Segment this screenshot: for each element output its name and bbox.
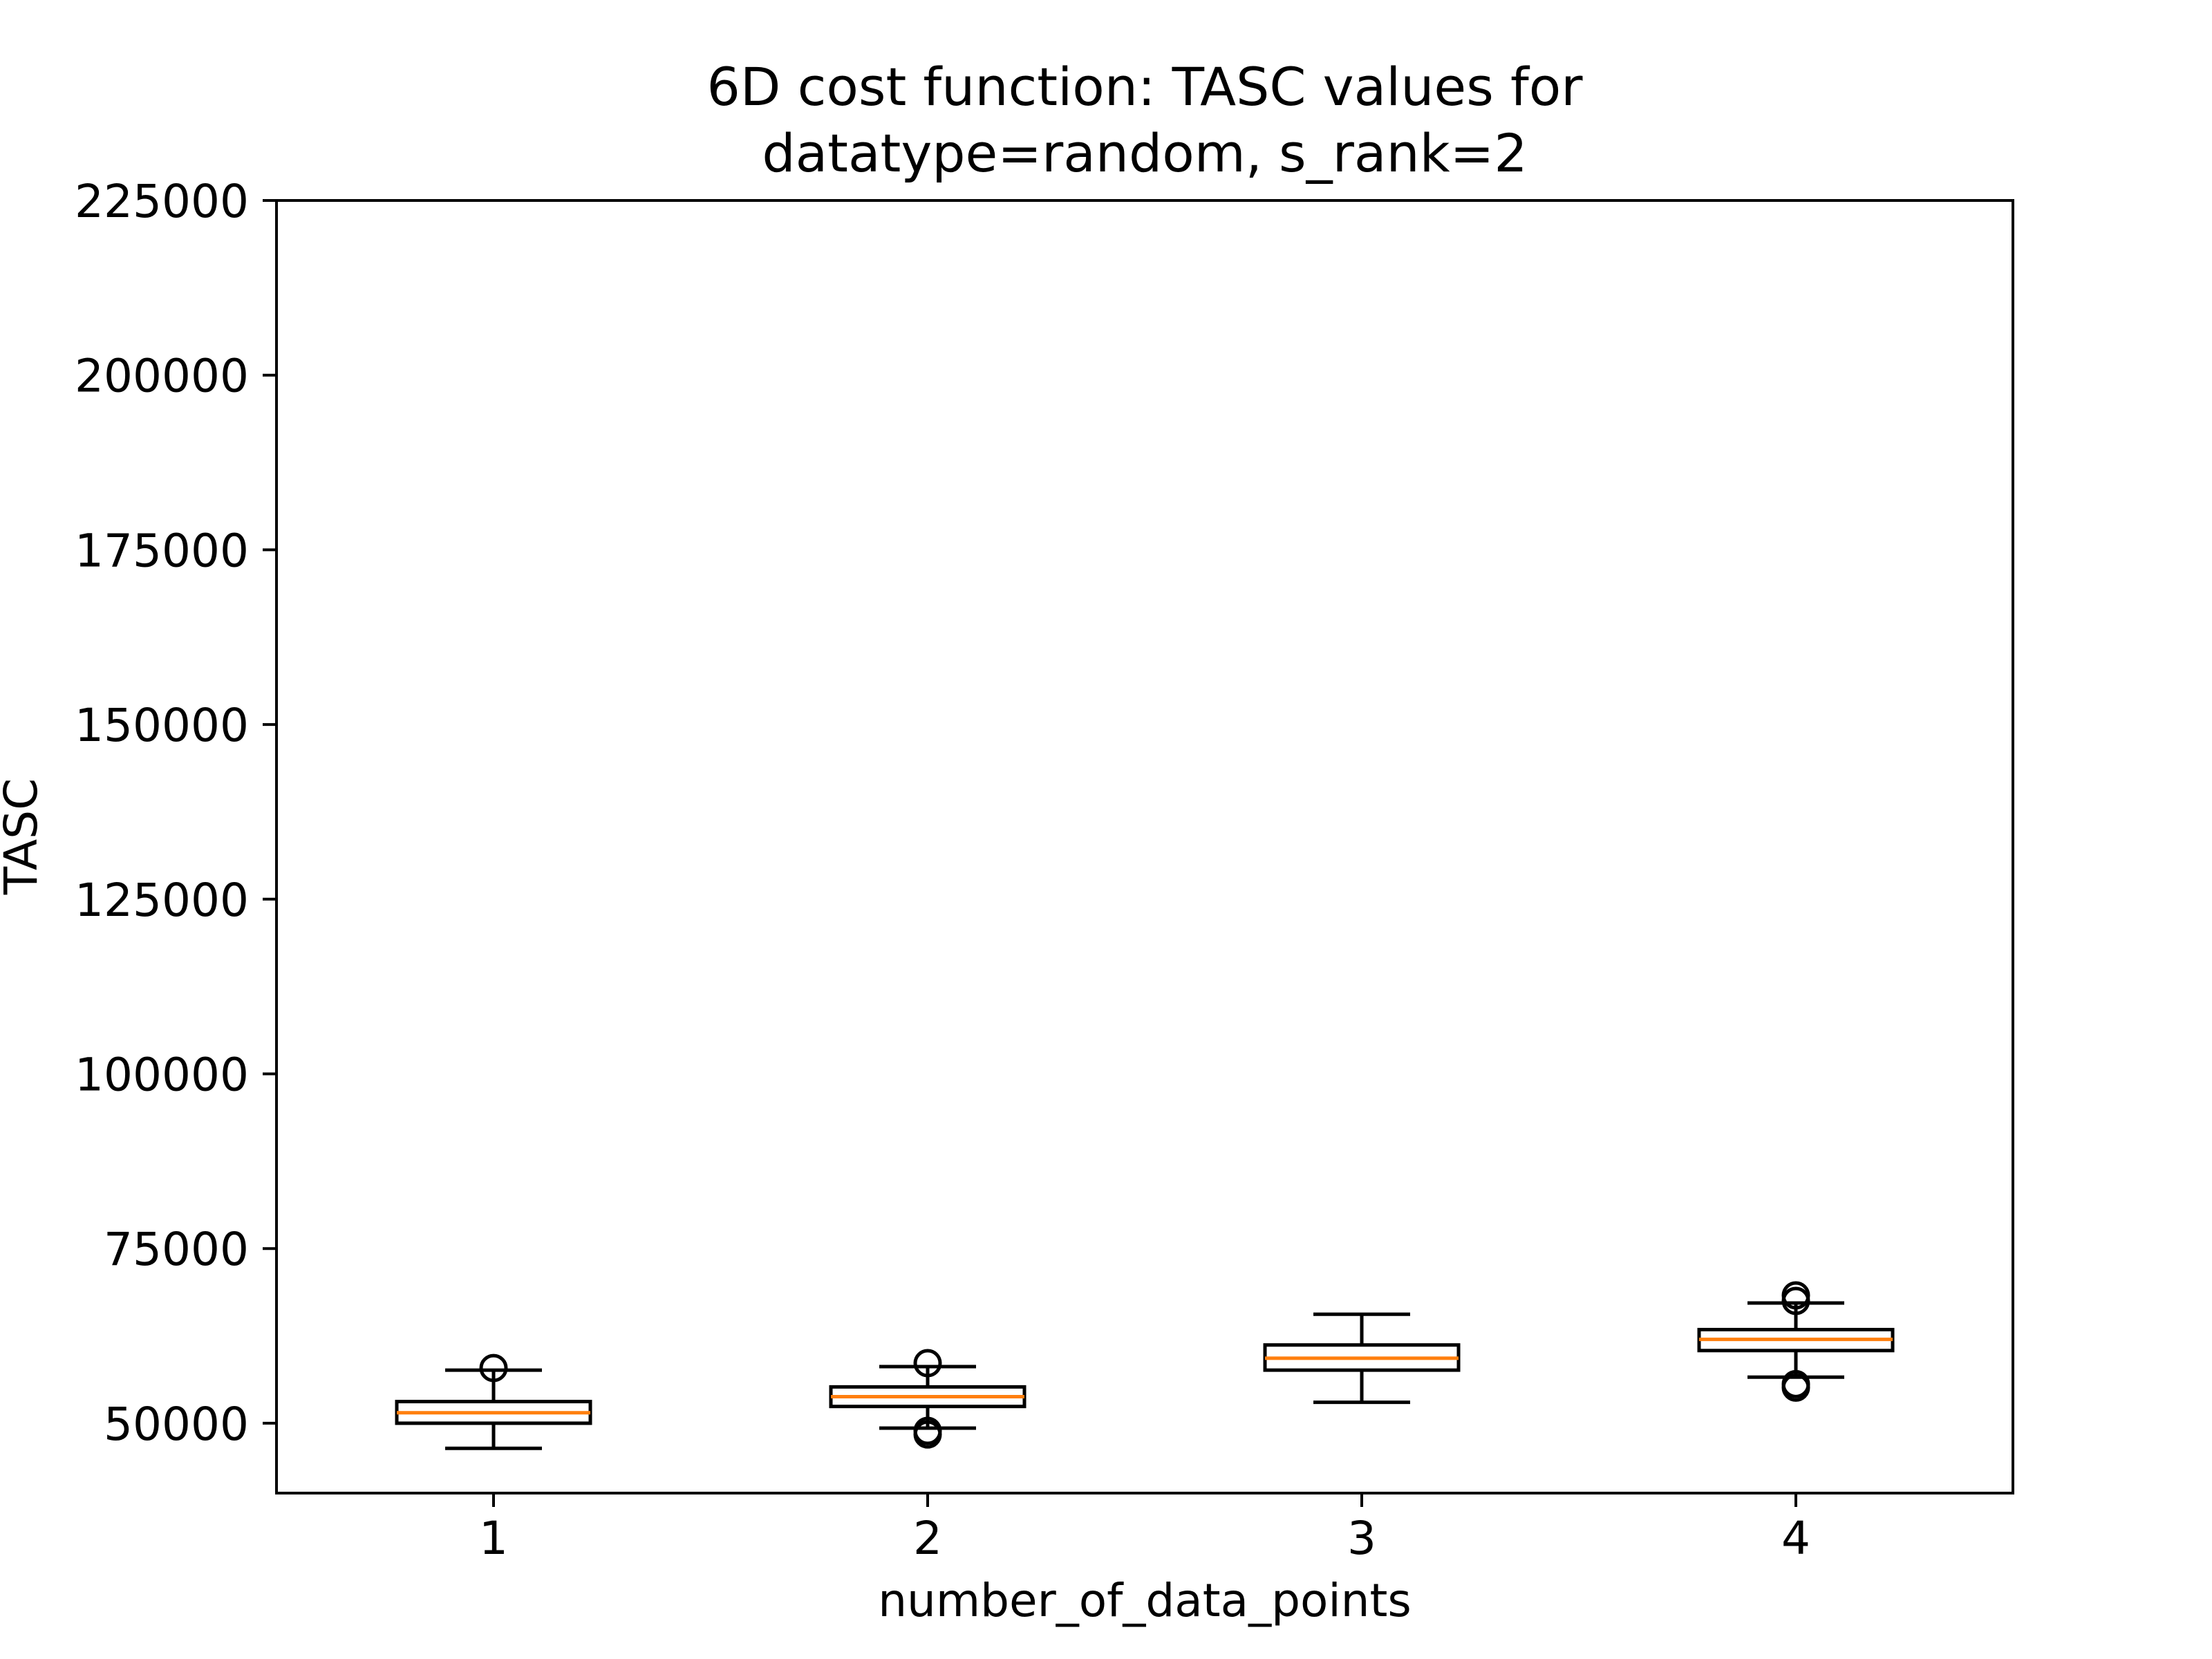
y-tick-label: 50000	[104, 1398, 249, 1451]
x-tick-label: 1	[479, 1512, 508, 1565]
outlier-point	[913, 1416, 942, 1445]
y-tick-label: 125000	[75, 874, 249, 927]
y-tick-label: 150000	[75, 699, 249, 752]
outlier-point	[1781, 1286, 1810, 1315]
y-tick-label: 75000	[104, 1223, 249, 1276]
x-axis-label: number_of_data_points	[878, 1574, 1412, 1627]
y-axis-label: TASC	[0, 778, 48, 895]
chart-title: 6D cost function: TASC values for dataty…	[706, 56, 1583, 184]
x-tick-label: 3	[1347, 1512, 1376, 1565]
x-tick-label: 4	[1781, 1512, 1810, 1565]
y-tick-label: 175000	[75, 524, 249, 577]
plot-frame	[275, 199, 2014, 1494]
outlier-point	[479, 1353, 508, 1382]
y-tick-label: 200000	[75, 350, 249, 403]
outlier-point	[1781, 1373, 1810, 1402]
x-tick-label: 2	[913, 1512, 942, 1565]
y-tick-label: 225000	[75, 175, 249, 228]
y-tick-label: 100000	[75, 1049, 249, 1102]
outlier-point	[913, 1349, 942, 1378]
